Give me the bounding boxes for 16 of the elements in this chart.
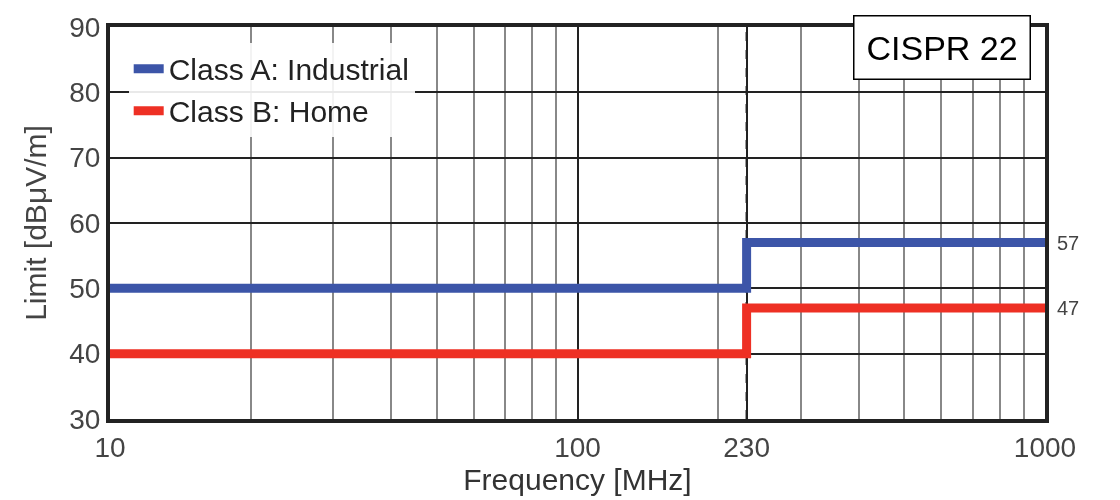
x-axis-title: Frequency [MHz]	[463, 462, 692, 496]
legend-label: Class A: Industrial	[168, 53, 409, 87]
annotation: CISPR 22	[866, 28, 1018, 67]
annotation: 47	[1057, 297, 1080, 319]
y-tick-label: 60	[69, 207, 101, 239]
x-tick-label: 1000	[1013, 431, 1077, 463]
y-tick-label: 50	[69, 273, 101, 305]
y-tick-label: 90	[69, 11, 101, 43]
y-tick-label: 40	[69, 338, 101, 370]
legend-label: Class B: Home	[168, 95, 369, 129]
y-tick-label: 80	[69, 77, 101, 109]
x-tick-label: 100	[554, 431, 601, 463]
y-tick-label: 70	[69, 142, 101, 174]
y-axis-title: Limit [dBμV/m]	[18, 125, 52, 321]
x-tick-label: 230	[723, 431, 770, 463]
annotation: 57	[1057, 232, 1080, 254]
